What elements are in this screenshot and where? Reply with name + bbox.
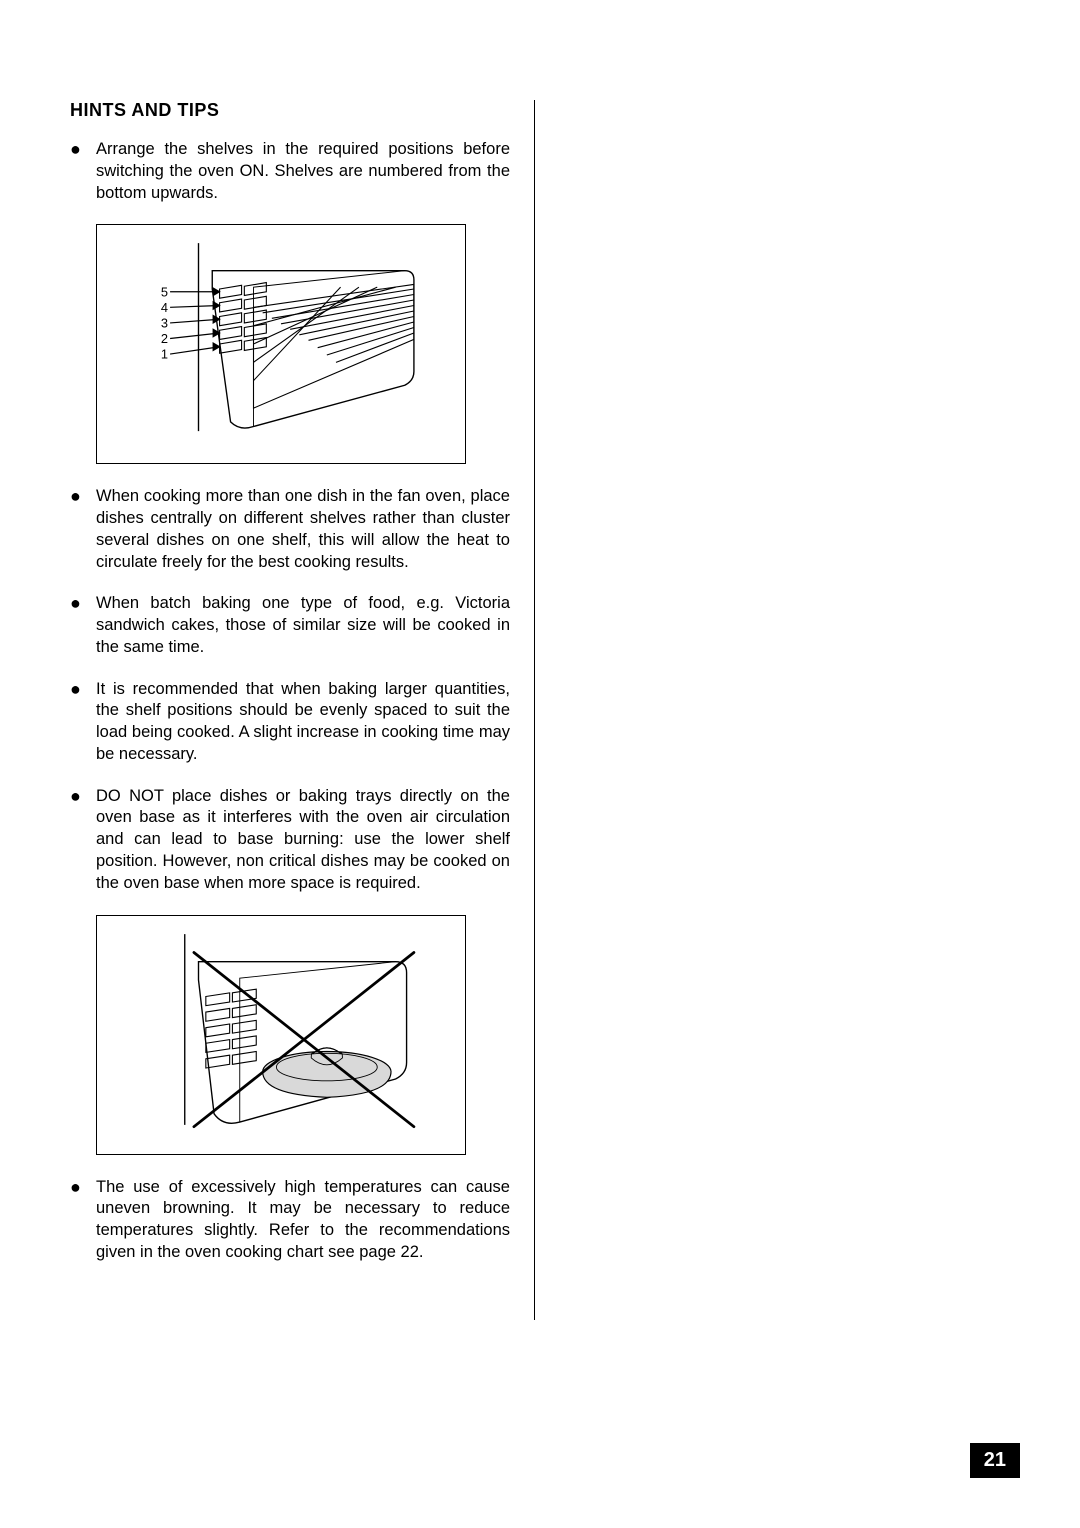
bullet-icon: ● (70, 786, 96, 895)
shelf-label-4: 4 (161, 300, 168, 315)
document-page: HINTS AND TIPS ● Arrange the shelves in … (0, 0, 1080, 1528)
section-title: HINTS AND TIPS (70, 100, 510, 121)
oven-dish-crossed-diagram (106, 925, 456, 1145)
figure-oven-dish-crossed (96, 915, 466, 1155)
bullet-item: ● When batch baking one type of food, e.… (70, 593, 510, 658)
left-column: HINTS AND TIPS ● Arrange the shelves in … (70, 100, 535, 1320)
figure-oven-shelves: 5 4 3 2 1 (96, 224, 466, 464)
bullet-item: ● The use of excessively high temperatur… (70, 1177, 510, 1264)
bullet-text: It is recommended that when baking large… (96, 679, 510, 766)
bullet-icon: ● (70, 486, 96, 573)
shelf-label-3: 3 (161, 316, 168, 331)
page-number: 21 (970, 1443, 1020, 1478)
shelf-label-1: 1 (161, 347, 168, 362)
bullet-text: DO NOT place dishes or baking trays dire… (96, 786, 510, 895)
bullet-item: ● DO NOT place dishes or baking trays di… (70, 786, 510, 895)
shelf-label-5: 5 (161, 285, 168, 300)
bullet-item: ● When cooking more than one dish in the… (70, 486, 510, 573)
bullet-text: The use of excessively high temperatures… (96, 1177, 510, 1264)
bullet-text: Arrange the shelves in the required posi… (96, 139, 510, 204)
bullet-icon: ● (70, 139, 96, 204)
bullet-icon: ● (70, 593, 96, 658)
bullet-item: ● It is recommended that when baking lar… (70, 679, 510, 766)
oven-shelves-diagram: 5 4 3 2 1 (106, 234, 456, 454)
bullet-item: ● Arrange the shelves in the required po… (70, 139, 510, 204)
shelf-label-2: 2 (161, 331, 168, 346)
bullet-icon: ● (70, 679, 96, 766)
bullet-text: When cooking more than one dish in the f… (96, 486, 510, 573)
bullet-icon: ● (70, 1177, 96, 1264)
bullet-text: When batch baking one type of food, e.g.… (96, 593, 510, 658)
